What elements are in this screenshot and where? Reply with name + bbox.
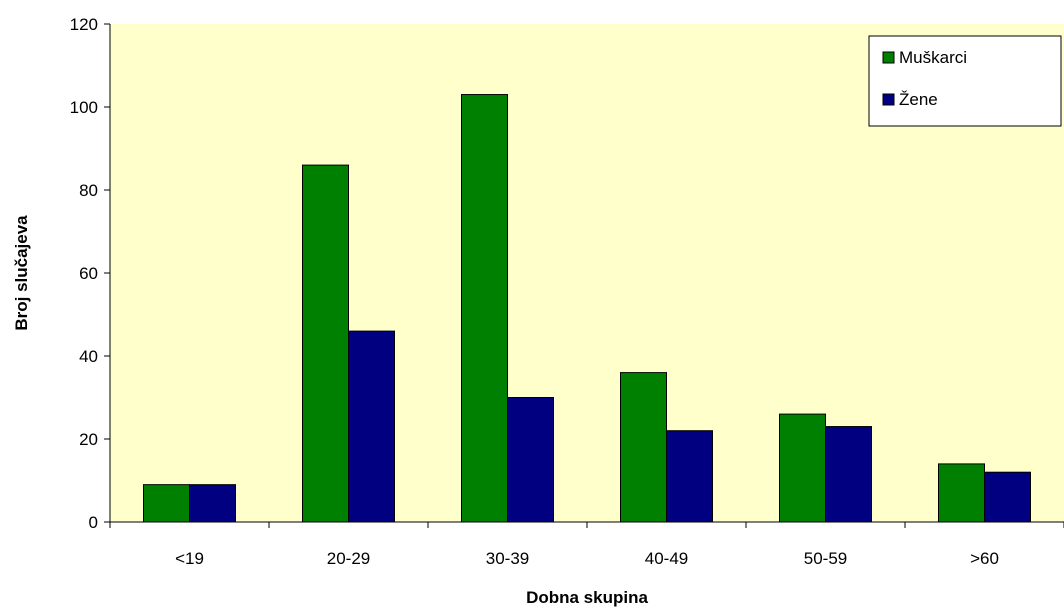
x-axis-title: Dobna skupina bbox=[526, 588, 648, 607]
y-axis-title: Broj slučajeva bbox=[12, 215, 31, 331]
bar-muskarci-2 bbox=[461, 94, 508, 523]
legend-swatch-zene bbox=[882, 93, 895, 106]
x-tick-label: 20-29 bbox=[327, 549, 370, 568]
legend-box bbox=[868, 35, 1062, 127]
bar-zene-3 bbox=[666, 430, 713, 523]
y-tick-label: 80 bbox=[79, 181, 98, 200]
legend-label-muskarci: Muškarci bbox=[899, 48, 967, 67]
x-tick-label: 40-49 bbox=[645, 549, 688, 568]
y-tick-label: 20 bbox=[79, 430, 98, 449]
y-tick-label: 0 bbox=[89, 513, 98, 532]
y-tick-label: 100 bbox=[70, 98, 98, 117]
bar-zene-0 bbox=[189, 484, 236, 523]
y-tick-label: 40 bbox=[79, 347, 98, 366]
y-tick-label: 120 bbox=[70, 15, 98, 34]
bar-muskarci-4 bbox=[779, 413, 826, 523]
bar-muskarci-3 bbox=[620, 372, 667, 523]
ticks-group: 0 20 40 60 80 100 120 <19 20-29 30-39 40-49 50-59 >6… bbox=[70, 15, 1064, 568]
bar-zene-1 bbox=[348, 330, 395, 523]
bars-group bbox=[143, 94, 1031, 523]
x-tick-label: 30-39 bbox=[486, 549, 529, 568]
bar-muskarci-1 bbox=[302, 164, 349, 523]
y-tick-label: 60 bbox=[79, 264, 98, 283]
x-tick-label: >60 bbox=[970, 549, 999, 568]
bar-zene-5 bbox=[984, 471, 1031, 523]
x-tick-label: <19 bbox=[175, 549, 204, 568]
bar-zene-2 bbox=[507, 397, 554, 523]
bar-muskarci-0 bbox=[143, 484, 190, 523]
bar-zene-4 bbox=[825, 426, 872, 523]
legend: Muškarci Žene bbox=[868, 35, 1062, 127]
legend-swatch-muskarci bbox=[882, 51, 895, 64]
bar-muskarci-5 bbox=[938, 463, 985, 523]
legend-label-zene: Žene bbox=[899, 90, 938, 109]
x-tick-label: 50-59 bbox=[804, 549, 847, 568]
